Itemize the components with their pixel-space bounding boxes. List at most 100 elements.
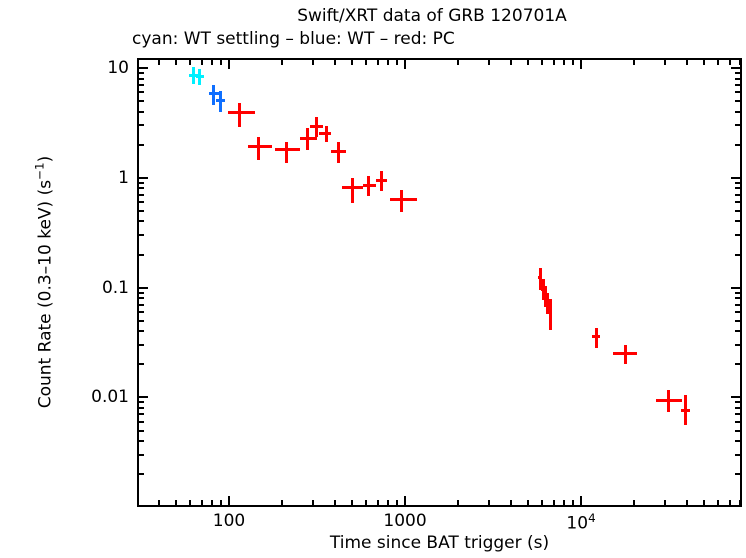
x-minor-tick-top <box>527 60 530 65</box>
page-title: Swift/XRT data of GRB 120701A <box>297 6 567 26</box>
data-point-horizontal-bar <box>538 276 542 280</box>
y-major-tick <box>139 176 148 179</box>
x-minor-tick-top <box>281 60 283 65</box>
x-minor-tick <box>351 500 354 505</box>
y-axis-label-close: ) <box>35 155 56 163</box>
y-minor-tick <box>139 71 144 74</box>
y-major-tick-right <box>731 176 740 179</box>
y-minor-tick-right <box>735 187 740 190</box>
y-minor-tick-right <box>735 181 740 184</box>
data-point-vertical-error-bar <box>350 177 354 203</box>
x-minor-tick-top <box>728 60 731 65</box>
x-minor-tick-top <box>364 60 367 65</box>
data-point-horizontal-bar <box>299 136 317 140</box>
x-major-tick-top <box>580 60 583 69</box>
y-minor-tick <box>139 187 144 190</box>
y-minor-tick-right <box>735 110 740 113</box>
y-minor-tick-right <box>735 303 740 306</box>
x-minor-tick-top <box>562 60 565 65</box>
x-minor-tick <box>457 500 460 505</box>
x-minor-tick-top <box>703 60 706 65</box>
x-minor-tick <box>364 500 367 505</box>
x-minor-tick <box>386 500 389 505</box>
x-tick-label-base: 10 <box>566 513 589 534</box>
data-point-vertical-error-bar <box>212 84 216 105</box>
y-minor-tick-right <box>735 420 740 423</box>
x-minor-tick <box>717 500 719 505</box>
y-tick-label: 0.01 <box>91 387 129 408</box>
x-minor-tick-top <box>510 60 512 65</box>
y-tick-label: 1 <box>118 167 129 188</box>
x-tick-label: 100 <box>213 511 245 531</box>
x-axis-label: Time since BAT trigger (s) <box>329 533 550 553</box>
y-major-tick-right <box>731 286 740 289</box>
plot-area <box>139 60 741 505</box>
y-minor-tick <box>139 110 144 113</box>
x-major-tick <box>580 496 583 505</box>
x-tick-label-base: 1000 <box>383 511 427 531</box>
y-minor-tick <box>139 363 144 366</box>
x-minor-tick <box>540 500 543 505</box>
data-point-horizontal-bar <box>209 91 220 95</box>
x-minor-tick <box>210 500 213 505</box>
x-minor-tick <box>175 500 178 505</box>
y-minor-tick-right <box>735 407 740 410</box>
x-tick-label-superscript: 4 <box>588 511 596 525</box>
y-minor-tick-right <box>735 363 740 366</box>
x-minor-tick-top <box>210 60 213 65</box>
data-point-horizontal-bar <box>656 398 683 402</box>
y-minor-tick <box>139 303 144 306</box>
y-minor-tick-right <box>735 413 740 416</box>
data-point-horizontal-bar <box>541 288 545 292</box>
x-minor-tick-top <box>686 60 688 65</box>
data-point-horizontal-bar <box>613 352 638 356</box>
y-minor-tick-right <box>735 291 740 294</box>
x-minor-tick <box>664 500 667 505</box>
x-minor-tick <box>510 500 512 505</box>
x-minor-tick-top <box>540 60 543 65</box>
y-minor-tick <box>139 234 144 237</box>
x-minor-tick <box>728 500 731 505</box>
x-minor-tick <box>376 500 379 505</box>
x-tick-label-base: 100 <box>212 511 246 531</box>
x-tick-label: 104 <box>566 511 595 534</box>
y-minor-tick-right <box>735 344 740 347</box>
x-minor-tick <box>562 500 565 505</box>
x-major-tick <box>228 496 231 505</box>
y-minor-tick <box>139 319 144 322</box>
y-minor-tick <box>139 344 144 347</box>
x-minor-tick <box>527 500 530 505</box>
data-point-horizontal-bar <box>247 145 273 149</box>
y-minor-tick <box>139 407 144 410</box>
y-minor-tick <box>139 401 144 404</box>
x-minor-tick-top <box>633 60 636 65</box>
data-point-horizontal-bar <box>274 148 301 152</box>
data-point-horizontal-bar <box>592 334 600 338</box>
data-point-horizontal-bar <box>390 198 418 202</box>
x-major-tick <box>404 496 407 505</box>
x-tick-label: 1000 <box>383 511 426 531</box>
x-minor-tick-top <box>312 60 314 65</box>
y-minor-tick-right <box>735 453 740 456</box>
y-minor-tick <box>139 453 144 456</box>
y-tick-label: 0.1 <box>101 277 129 298</box>
y-minor-tick-right <box>735 91 740 94</box>
data-point-horizontal-bar <box>363 184 376 187</box>
y-major-tick <box>139 66 148 69</box>
y-minor-tick <box>139 297 144 300</box>
y-minor-tick <box>139 181 144 184</box>
x-minor-tick-top <box>664 60 667 65</box>
y-minor-tick <box>139 310 144 313</box>
y-minor-tick <box>139 291 144 294</box>
legend-color-key: cyan: WT settling – blue: WT – red: PC <box>132 29 455 49</box>
y-axis-label-superscript: −1 <box>32 162 47 180</box>
data-point-vertical-error-bar <box>237 102 241 127</box>
y-major-tick <box>139 286 148 289</box>
x-minor-tick <box>333 500 336 505</box>
x-minor-tick-top <box>376 60 379 65</box>
y-minor-tick-right <box>735 209 740 212</box>
y-minor-tick <box>139 124 144 127</box>
data-point-vertical-error-bar <box>548 299 552 331</box>
x-minor-tick <box>686 500 688 505</box>
x-minor-tick-top <box>219 60 222 65</box>
